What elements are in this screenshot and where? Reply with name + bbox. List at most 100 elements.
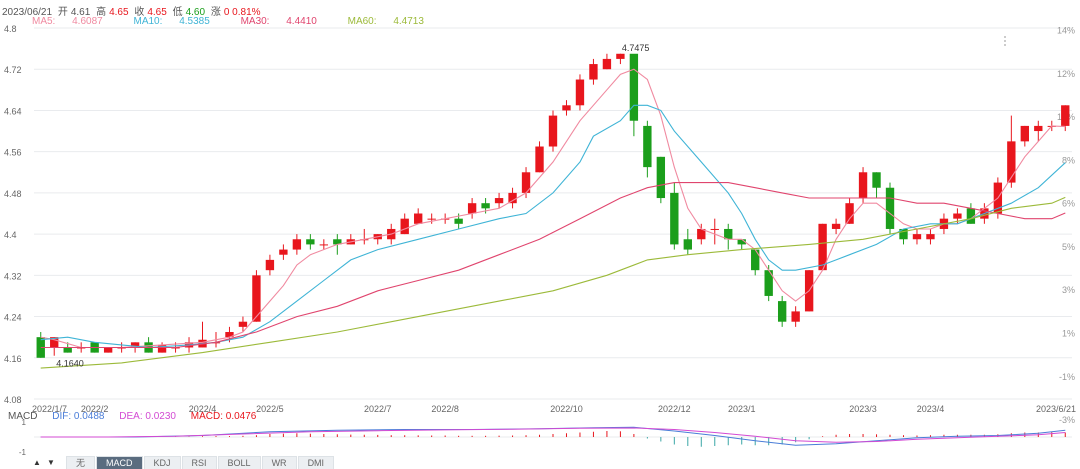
candle-body (252, 275, 261, 322)
candle-body (548, 115, 558, 147)
candle-body (953, 213, 962, 219)
candle-body (279, 249, 288, 255)
y-tick-label: 4.24 (4, 313, 22, 323)
macd-y-tick: -1 (19, 448, 27, 456)
x-tick-label: 2022/1/7 (32, 404, 67, 414)
y-tick-label: 4.08 (4, 395, 22, 405)
close-value: 4.65 (147, 7, 167, 18)
change-value: 0 0.81% (223, 7, 261, 18)
x-tick-label: 2023/4 (917, 404, 945, 414)
candle-body (333, 239, 342, 245)
candle-body (629, 53, 639, 121)
candle-body (845, 203, 854, 224)
x-tick-label: 2022/10 (550, 404, 583, 414)
price-annotation: 4.7475 (622, 43, 650, 53)
indicator-tab-bar: ▲ ▼ 无 MACD KDJ RSI BOLL WR DMI (30, 455, 335, 469)
candle-body (724, 228, 733, 240)
ma10-legend: MA10: 4.5385 (133, 16, 210, 27)
ma60-legend: MA60: 4.4713 (347, 16, 424, 27)
price-annotation: 4.1640 (56, 359, 84, 369)
y-tick-label: 4.4 (4, 230, 17, 240)
tab-rsi[interactable]: RSI (181, 455, 217, 469)
candle-body (319, 244, 329, 246)
scroll-down-icon[interactable]: ▼ (47, 457, 55, 467)
ma-line-ma10 (40, 104, 1066, 349)
y-tick-label: 4.64 (4, 106, 22, 116)
candle-body (751, 249, 760, 271)
candle-body (225, 332, 234, 338)
right-tick-label: 14% (1057, 26, 1075, 36)
close-label: 收 (134, 7, 145, 18)
open-label: 开 (57, 7, 68, 18)
candle-body (562, 105, 571, 111)
candle-body (414, 213, 423, 224)
x-tick-label: 2023/1 (728, 404, 756, 414)
x-tick-label: 2022/12 (658, 404, 691, 414)
candle-body (130, 342, 140, 348)
dif-legend: DIF: 0.0488 (52, 411, 105, 422)
candle-body (818, 223, 827, 271)
candle-body (670, 192, 679, 245)
quote-date: 2023/06/21 (2, 7, 53, 18)
candle-body (899, 228, 908, 240)
scroll-up-icon[interactable]: ▲ (33, 457, 41, 467)
right-tick-label: 12% (1057, 69, 1075, 79)
candle-body (710, 228, 719, 230)
x-tick-label: 2023/3 (849, 404, 877, 414)
candle-body (589, 64, 598, 80)
candle-body (400, 218, 409, 235)
high-value: 4.65 (109, 7, 129, 18)
right-tick-label: 8% (1062, 155, 1075, 165)
candle-body (508, 192, 517, 204)
candle-body (427, 218, 436, 220)
candle-body (306, 239, 315, 245)
candle-body (885, 187, 895, 229)
dea-legend: DEA: 0.0230 (119, 411, 176, 422)
right-tick-label: 1% (1062, 329, 1075, 339)
ma30-legend: MA30: 4.4410 (240, 16, 317, 27)
candle-body (467, 203, 477, 214)
y-tick-label: 4.48 (4, 189, 22, 199)
candle-body (238, 321, 248, 327)
candle-body (656, 156, 666, 199)
x-tick-label: 2023/6/21 (1036, 404, 1076, 414)
x-tick-label: 2022/4 (189, 404, 217, 414)
y-tick-label: 4.56 (4, 148, 22, 158)
y-tick-label: 4.72 (4, 65, 22, 75)
right-tick-label: 5% (1062, 242, 1075, 252)
tab-boll[interactable]: BOLL (217, 455, 261, 469)
ma-line-ma5 (40, 68, 1066, 349)
candle-body (697, 228, 706, 240)
tab-kdj[interactable]: KDJ (143, 455, 181, 469)
candle-body (103, 347, 113, 353)
x-tick-label: 2022/5 (256, 404, 284, 414)
tab-dmi[interactable]: DMI (297, 455, 335, 469)
tab-macd[interactable]: MACD (96, 455, 143, 469)
candle-body (831, 223, 841, 229)
candle-body (683, 239, 692, 250)
macd-y-tick: 1 (22, 418, 27, 427)
change-label: 涨 (210, 7, 221, 18)
x-tick-label: 2022/8 (431, 404, 459, 414)
candle-body (764, 270, 773, 296)
high-label: 高 (96, 7, 107, 18)
candle-body (535, 146, 544, 173)
candle-body (50, 337, 59, 348)
macd-header: MACD DIF: 0.0488 DEA: 0.0230 MACD: 0.047… (8, 411, 268, 422)
macd-legend: MACD: 0.0476 (190, 411, 257, 422)
macd-title: MACD (8, 411, 38, 422)
y-tick-label: 4.16 (4, 354, 22, 364)
candle-body (1061, 105, 1070, 126)
right-tick-label: 3% (1062, 285, 1075, 295)
candle-body (494, 198, 504, 204)
tab-wr[interactable]: WR (261, 455, 297, 469)
tab-none[interactable]: 无 (66, 455, 96, 469)
right-tick-label: -1% (1059, 372, 1075, 382)
candlestick-chart[interactable]: 4.84.724.644.564.484.44.324.244.164.0814… (0, 0, 1080, 456)
right-tick-label: -3% (1059, 415, 1075, 425)
candle-body (912, 234, 922, 240)
candle-body (777, 301, 787, 322)
candle-body (791, 311, 800, 322)
ma5-legend: MA5: 4.6087 (32, 16, 103, 27)
